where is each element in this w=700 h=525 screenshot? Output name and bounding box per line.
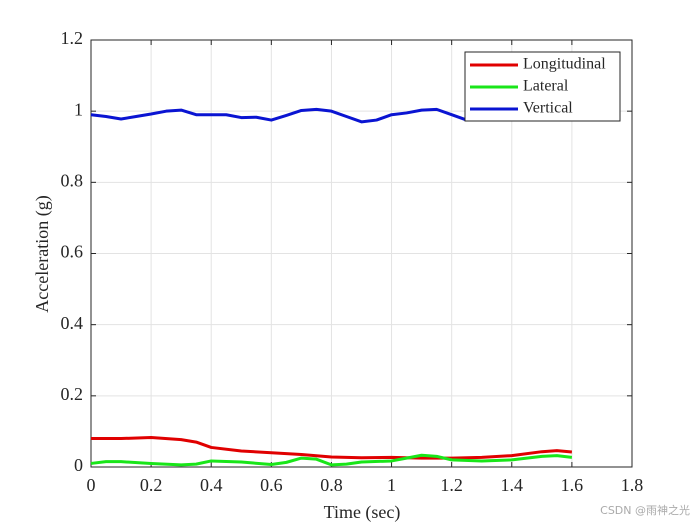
x-tick-label: 1 (387, 475, 396, 495)
legend-label: Lateral (523, 78, 569, 95)
watermark: CSDN @雨神之光 (600, 503, 690, 517)
legend-label: Longitudinal (523, 56, 606, 73)
x-tick-label: 0 (87, 475, 96, 495)
data-line (90, 107, 468, 124)
y-tick-label: 1.2 (61, 28, 84, 48)
x-tick-label: 1.6 (561, 475, 584, 495)
y-tick-label: 0 (74, 455, 83, 475)
y-tick-label: 0.8 (61, 170, 84, 190)
y-tick-label: 0.4 (61, 313, 84, 333)
y-tick-label: 0.6 (61, 242, 84, 262)
legend-label: Vertical (523, 100, 573, 117)
y-tick-label: 1 (74, 99, 83, 119)
data-line (90, 453, 573, 467)
axes-box (90, 39, 633, 468)
x-tick-label: 1.4 (501, 475, 524, 495)
x-tick-label: 0.6 (260, 475, 283, 495)
y-axis-label: Acceleration (g) (32, 195, 53, 312)
y-tick-label: 0.2 (61, 384, 84, 404)
x-tick-label: 0.4 (200, 475, 223, 495)
x-tick-label: 1.8 (621, 475, 644, 495)
x-tick-label: 1.2 (440, 475, 463, 495)
x-tick-label: 0.2 (140, 475, 163, 495)
data-line (91, 435, 573, 460)
x-tick-label: 0.8 (320, 475, 343, 495)
x-axis-label: Time (sec) (324, 502, 401, 523)
